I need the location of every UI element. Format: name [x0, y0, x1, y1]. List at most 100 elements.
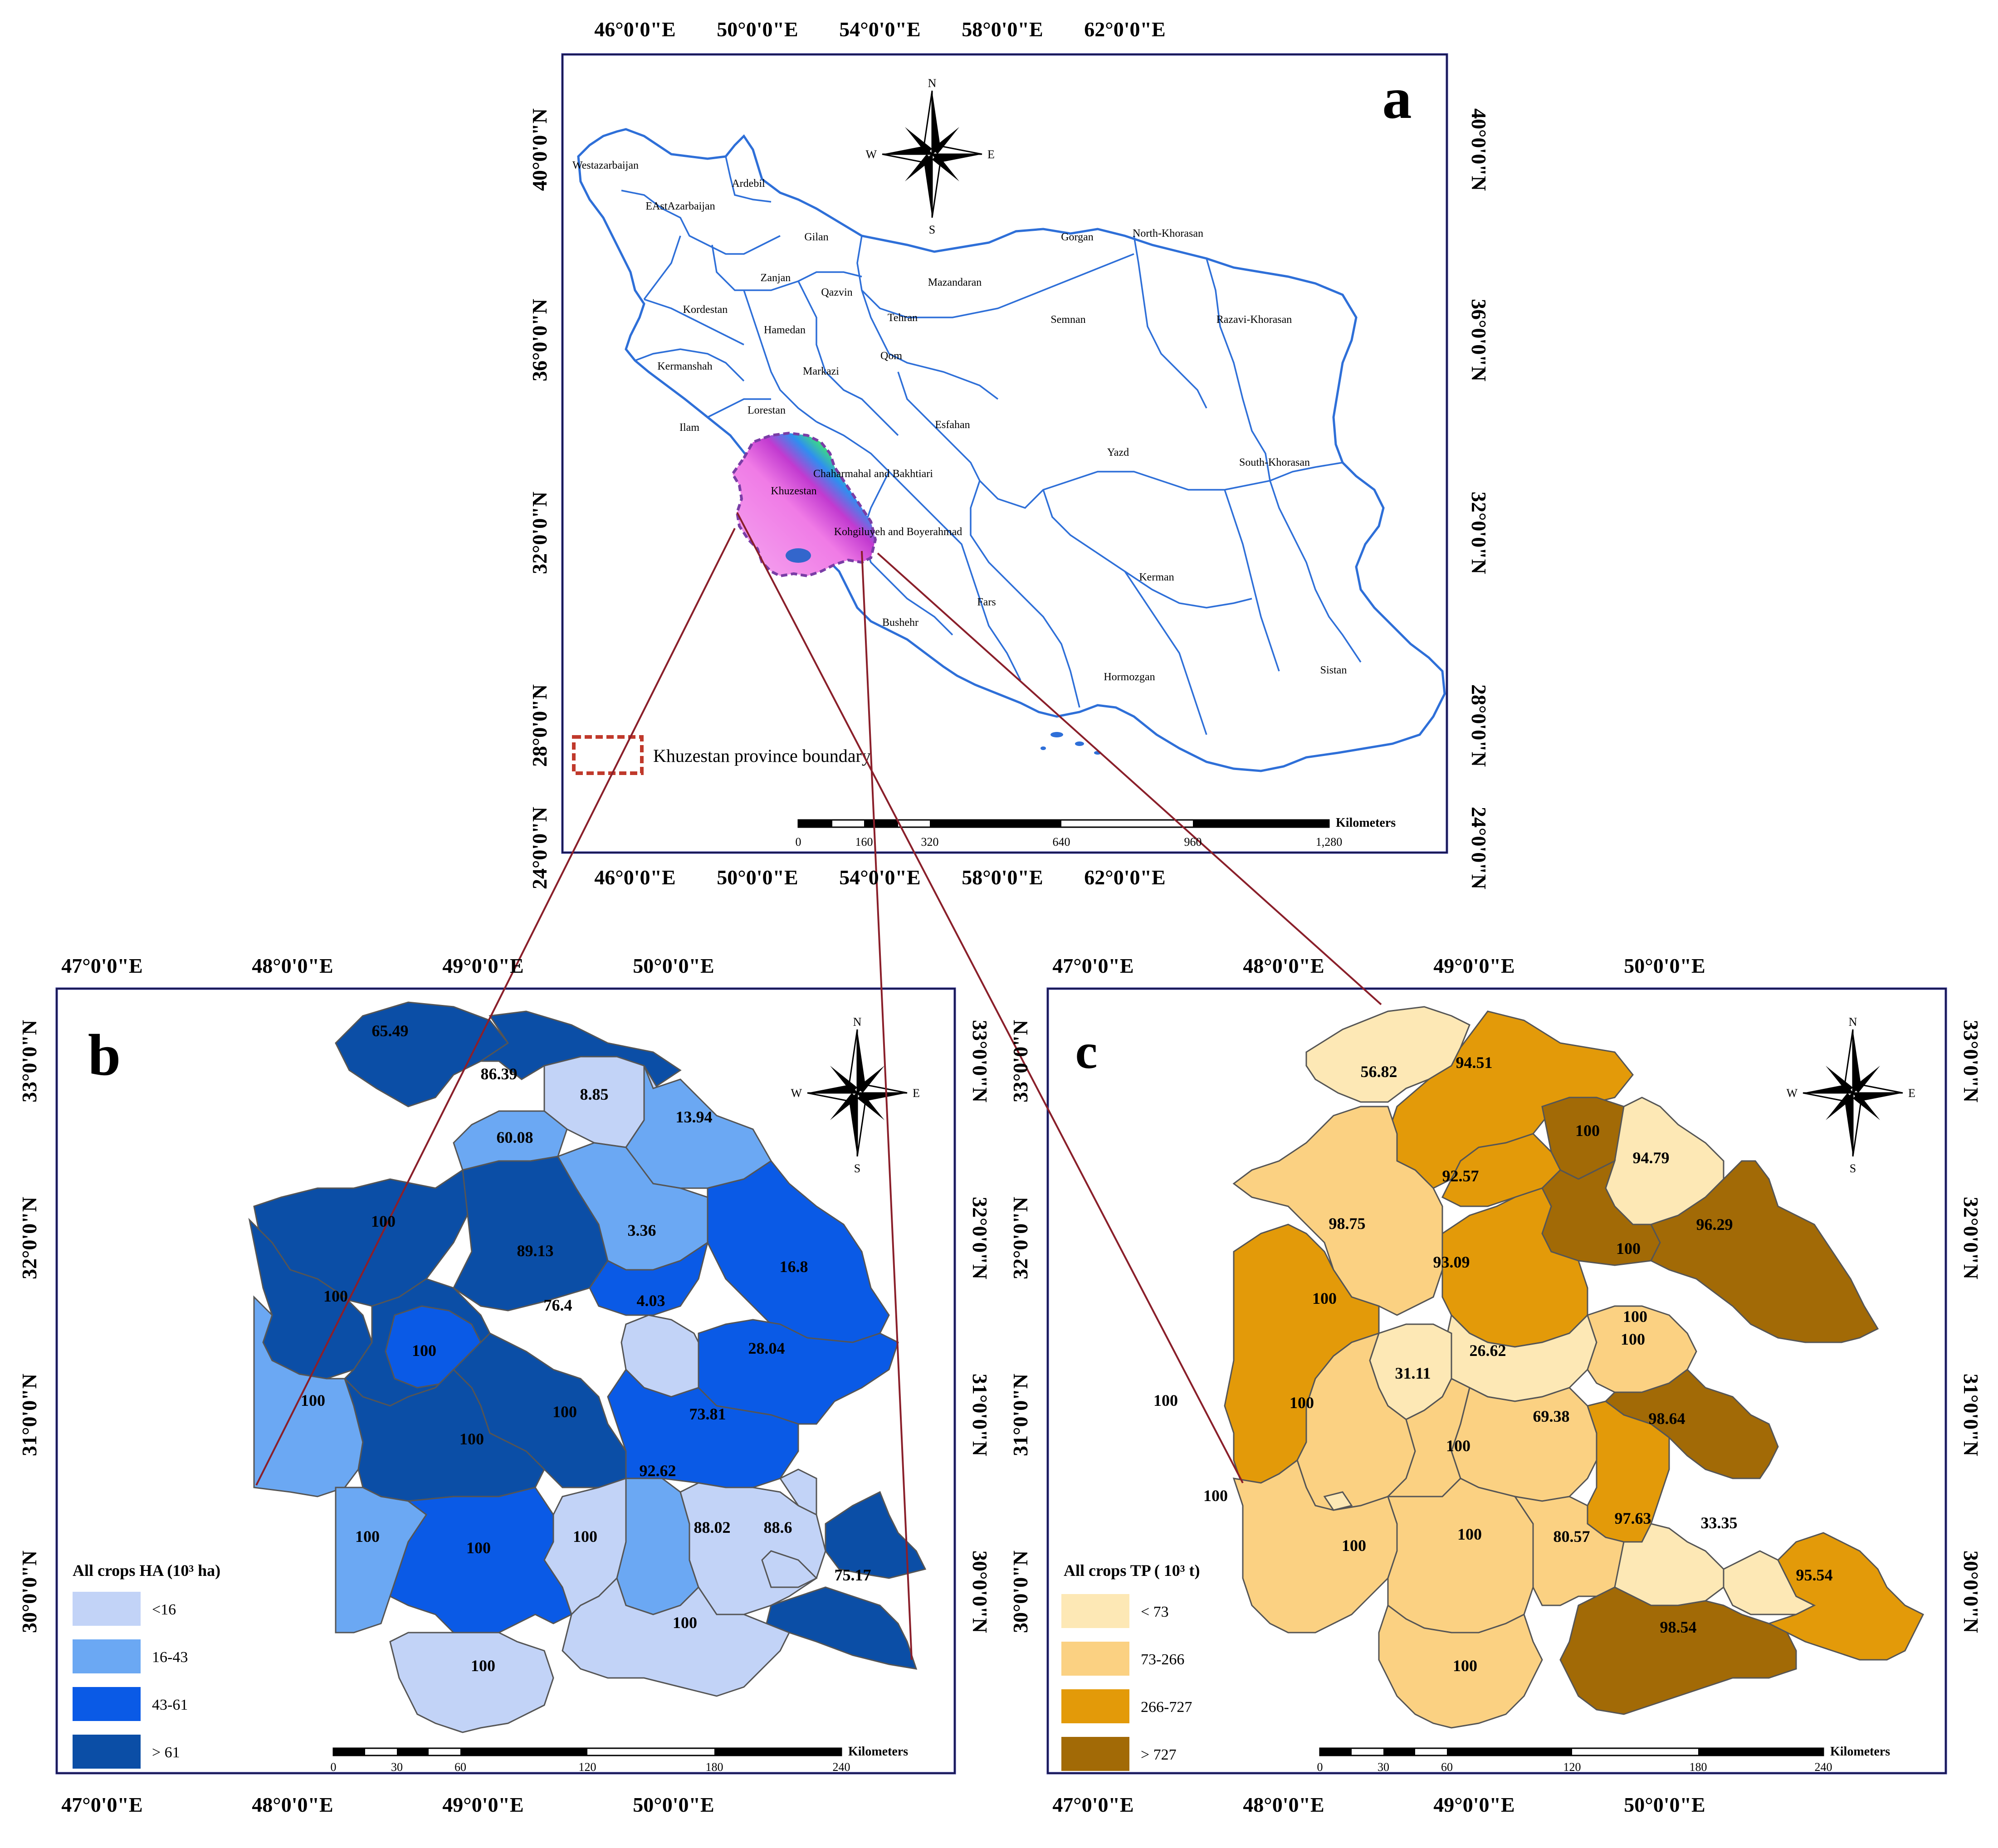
legend-b-swatch-3	[73, 1687, 141, 1721]
panel-a-lon-bottom: 62°0'0"E	[1084, 866, 1165, 889]
panel-b-lat-left: 32°0'0"N	[18, 1197, 41, 1279]
county-value-b: 88.02	[694, 1518, 731, 1536]
compass-c-n: N	[1849, 1015, 1857, 1029]
county-value-b: 75.17	[835, 1566, 871, 1584]
county-value-c: 94.51	[1456, 1053, 1493, 1072]
province-label: Markazi	[803, 366, 839, 377]
compass-a-w: W	[865, 148, 877, 161]
county-value-b: 60.08	[497, 1128, 533, 1146]
county-value-b: 86.39	[481, 1065, 518, 1083]
scale-b-tick: 240	[833, 1760, 850, 1774]
compass-c-w: W	[1786, 1087, 1798, 1100]
province-label: Qom	[880, 350, 902, 362]
province-label: Kermanshah	[657, 361, 712, 372]
legend-b-swatch-4	[73, 1735, 141, 1769]
scale-a-unit: Kilometers	[1336, 816, 1396, 830]
county-value-c: 100	[1616, 1239, 1641, 1258]
compass-a-s: S	[929, 223, 935, 236]
panel-b-lat-left: 33°0'0"N	[18, 1020, 41, 1102]
county-value-c: 100	[1621, 1330, 1645, 1348]
compass-b: N S E W	[791, 1015, 919, 1175]
county-value-c: 98.75	[1329, 1214, 1366, 1233]
county-value-c: 98.64	[1649, 1409, 1685, 1428]
legend-c: < 73 73-266 266-727 > 727	[1061, 1594, 1192, 1771]
panel-b-lat-left: 30°0'0"N	[18, 1551, 41, 1633]
panel-b-lat-left: 31°0'0"N	[18, 1374, 41, 1456]
zoom-connectors	[255, 512, 1382, 1660]
county-value-b: 3.36	[628, 1221, 656, 1239]
county-value-c: 96.29	[1696, 1215, 1733, 1234]
scale-a-tick: 160	[855, 835, 873, 848]
panel-a-lat-left: 36°0'0"N	[528, 299, 551, 381]
scale-bar-c: Kilometers	[1319, 1745, 1890, 1759]
scale-b-tick: 30	[391, 1760, 403, 1774]
county-value-c: 98.54	[1660, 1618, 1697, 1636]
legend-c-swatch-1	[1061, 1594, 1129, 1628]
panel-a-lon-bottom: 58°0'0"E	[962, 866, 1043, 889]
legend-c-label-2: 73-266	[1141, 1651, 1184, 1668]
province-label: EAstAzarbaijan	[645, 200, 715, 212]
panel-a-lon-top: 54°0'0"E	[839, 18, 920, 41]
panel-a-lat-right: 28°0'0"N	[1467, 684, 1490, 767]
province-label: Semnan	[1050, 314, 1085, 326]
county-value-c: 100	[1153, 1391, 1178, 1409]
county-value-b: 28.04	[748, 1339, 785, 1357]
county-value-b: 4.03	[637, 1292, 665, 1310]
county-value-c: 93.09	[1433, 1253, 1470, 1271]
panel-b-lon-bottom: 49°0'0"E	[442, 1793, 523, 1816]
panel-b-lat-right: 33°0'0"N	[968, 1020, 992, 1102]
scale-b-tick: 120	[579, 1760, 596, 1774]
scale-bar-a: Kilometers	[797, 816, 1396, 830]
panel-b-counties	[248, 1001, 927, 1733]
panel-b-lon-bottom: 50°0'0"E	[633, 1793, 714, 1816]
legend-c-swatch-2	[1061, 1642, 1129, 1676]
scale-c-unit: Kilometers	[1830, 1745, 1890, 1759]
province-label: North-Khorasan	[1133, 228, 1203, 239]
county-value-c: 100	[1342, 1536, 1366, 1555]
scale-bar-b: Kilometers	[332, 1745, 908, 1759]
province-label: Sistan	[1320, 664, 1347, 676]
panel-c-lat-left: 30°0'0"N	[1009, 1551, 1032, 1633]
scale-a-tick: 320	[921, 835, 939, 848]
scale-a-tick: 0	[796, 835, 801, 848]
county-value-b: 73.81	[689, 1405, 726, 1423]
panel-a: N S E W a Khuzestan province boundary Ki…	[561, 53, 1448, 854]
panel-a-lon-top: 58°0'0"E	[962, 18, 1043, 41]
county-value-b: 76.4	[544, 1296, 572, 1314]
county-value-c: 33.35	[1701, 1514, 1738, 1532]
panel-c-lon-top: 49°0'0"E	[1433, 954, 1514, 977]
province-label: Bushehr	[882, 617, 918, 629]
panel-c-lon-top: 48°0'0"E	[1243, 954, 1324, 977]
county-value-c: 100	[1290, 1394, 1314, 1412]
province-label: Yazd	[1107, 447, 1129, 458]
legend-b-label-2: 16-43	[152, 1649, 188, 1666]
panel-c-lat-left: 32°0'0"N	[1009, 1197, 1032, 1279]
compass-b-s: S	[854, 1162, 860, 1175]
scale-b-unit: Kilometers	[848, 1745, 908, 1759]
county-value-c: 100	[1203, 1487, 1228, 1505]
panel-c-lat-right: 30°0'0"N	[1959, 1551, 1983, 1633]
county-value-c: 94.79	[1633, 1149, 1670, 1167]
panel-c-lat-left: 33°0'0"N	[1009, 1020, 1032, 1102]
province-label: Lorestan	[747, 405, 786, 416]
province-label: Ilam	[679, 422, 699, 434]
province-label: Ardebil	[732, 178, 765, 190]
county-value-b: 100	[552, 1403, 577, 1421]
panel-c-lat-right: 33°0'0"N	[1959, 1020, 1983, 1102]
legend-b-title: All crops HA (10³ ha)	[73, 1561, 220, 1580]
panel-a-lat-left: 32°0'0"N	[528, 492, 551, 574]
legend-c-label-4: > 727	[1141, 1746, 1177, 1763]
panel-c: N S E W c All crops TP ( 10³ t) < 73 73-…	[1046, 987, 1947, 1775]
scale-a-tick: 1,280	[1316, 835, 1343, 848]
county-value-b: 100	[371, 1212, 396, 1230]
panel-c-counties	[1224, 1006, 1925, 1729]
panel-c-lon-bottom: 49°0'0"E	[1433, 1793, 1514, 1816]
province-label: Chaharmahal and Bakhtiari	[813, 468, 933, 480]
legend-b-label-4: > 61	[152, 1744, 180, 1761]
panel-b-lon-top: 48°0'0"E	[252, 954, 333, 977]
county-value-b: 100	[471, 1657, 495, 1675]
panel-b-lat-right: 31°0'0"N	[968, 1374, 992, 1456]
scale-c-tick: 60	[1441, 1760, 1453, 1774]
generated-labels: 46°0'0"E 46°0'0"E 50°0'0"E 50°0'0"E 54°0'0"E…	[18, 18, 1983, 1816]
